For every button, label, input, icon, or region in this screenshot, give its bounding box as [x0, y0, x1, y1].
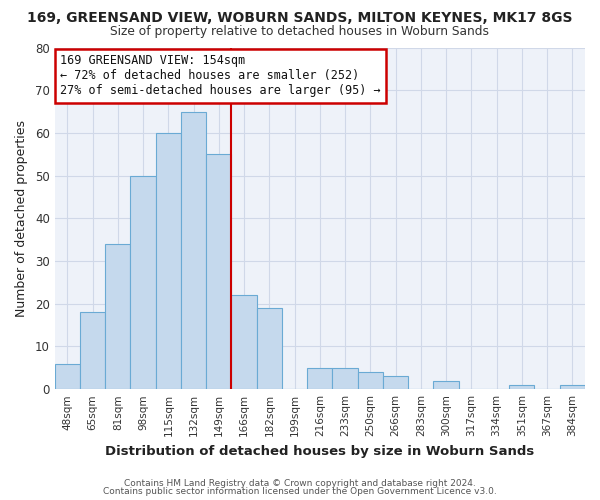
- X-axis label: Distribution of detached houses by size in Woburn Sands: Distribution of detached houses by size …: [105, 444, 535, 458]
- Bar: [232, 295, 257, 389]
- Text: Contains HM Land Registry data © Crown copyright and database right 2024.: Contains HM Land Registry data © Crown c…: [124, 478, 476, 488]
- Bar: [358, 372, 383, 389]
- Bar: [55, 364, 80, 389]
- Bar: [130, 176, 155, 389]
- Bar: [509, 385, 535, 389]
- Bar: [105, 244, 130, 389]
- Bar: [206, 154, 232, 389]
- Bar: [332, 368, 358, 389]
- Text: Size of property relative to detached houses in Woburn Sands: Size of property relative to detached ho…: [110, 25, 490, 38]
- Y-axis label: Number of detached properties: Number of detached properties: [15, 120, 28, 317]
- Bar: [383, 376, 408, 389]
- Bar: [307, 368, 332, 389]
- Bar: [181, 112, 206, 389]
- Text: 169, GREENSAND VIEW, WOBURN SANDS, MILTON KEYNES, MK17 8GS: 169, GREENSAND VIEW, WOBURN SANDS, MILTO…: [27, 12, 573, 26]
- Bar: [433, 380, 459, 389]
- Bar: [560, 385, 585, 389]
- Bar: [80, 312, 105, 389]
- Bar: [257, 308, 282, 389]
- Text: 169 GREENSAND VIEW: 154sqm
← 72% of detached houses are smaller (252)
27% of sem: 169 GREENSAND VIEW: 154sqm ← 72% of deta…: [60, 54, 380, 98]
- Bar: [155, 133, 181, 389]
- Text: Contains public sector information licensed under the Open Government Licence v3: Contains public sector information licen…: [103, 487, 497, 496]
